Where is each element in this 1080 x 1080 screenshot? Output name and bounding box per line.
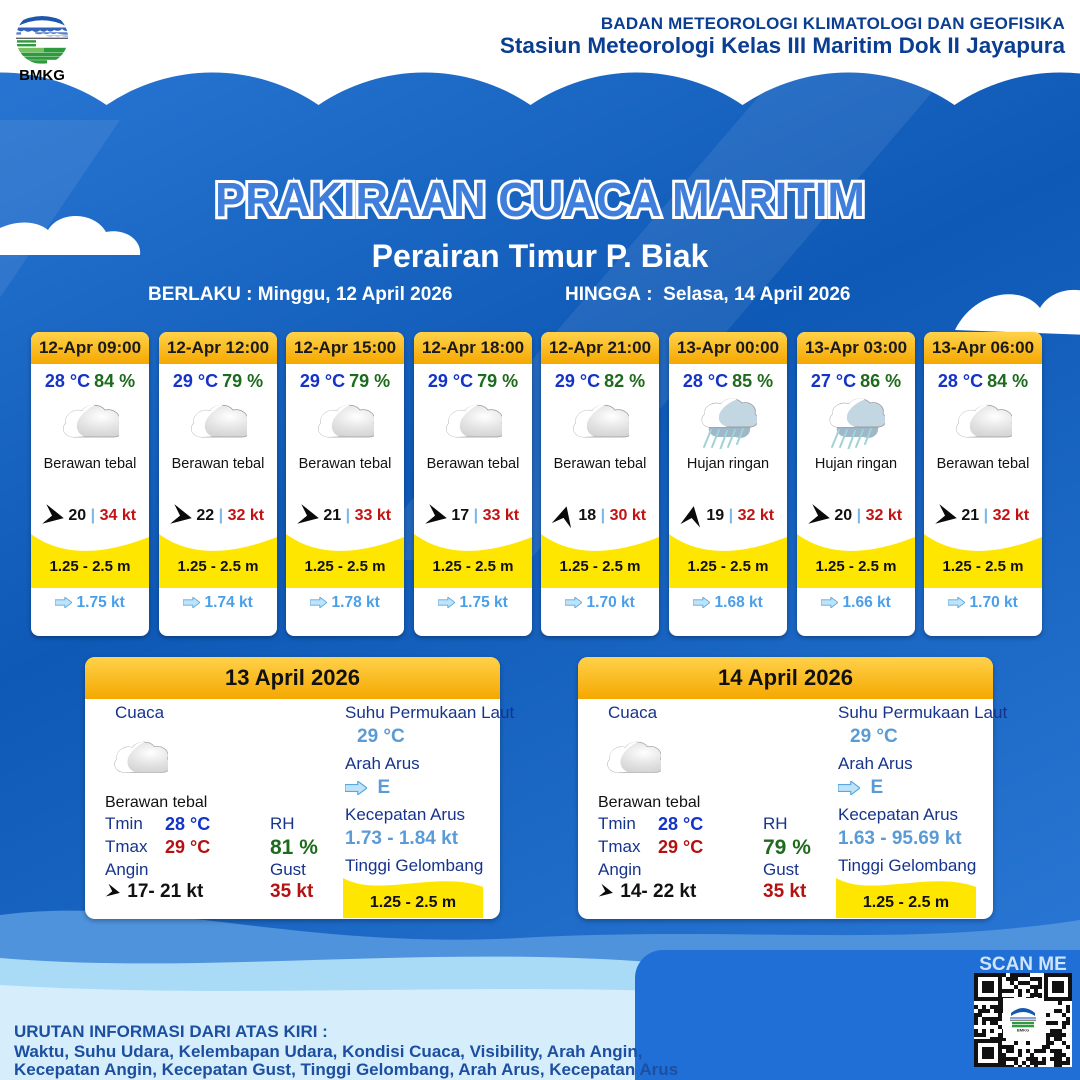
- svg-text:BMKG: BMKG: [1017, 1028, 1029, 1033]
- svg-text:BMKG: BMKG: [19, 67, 65, 84]
- svg-text:PRAKIRAAN CUACA MARITIM: PRAKIRAAN CUACA MARITIM: [215, 173, 865, 227]
